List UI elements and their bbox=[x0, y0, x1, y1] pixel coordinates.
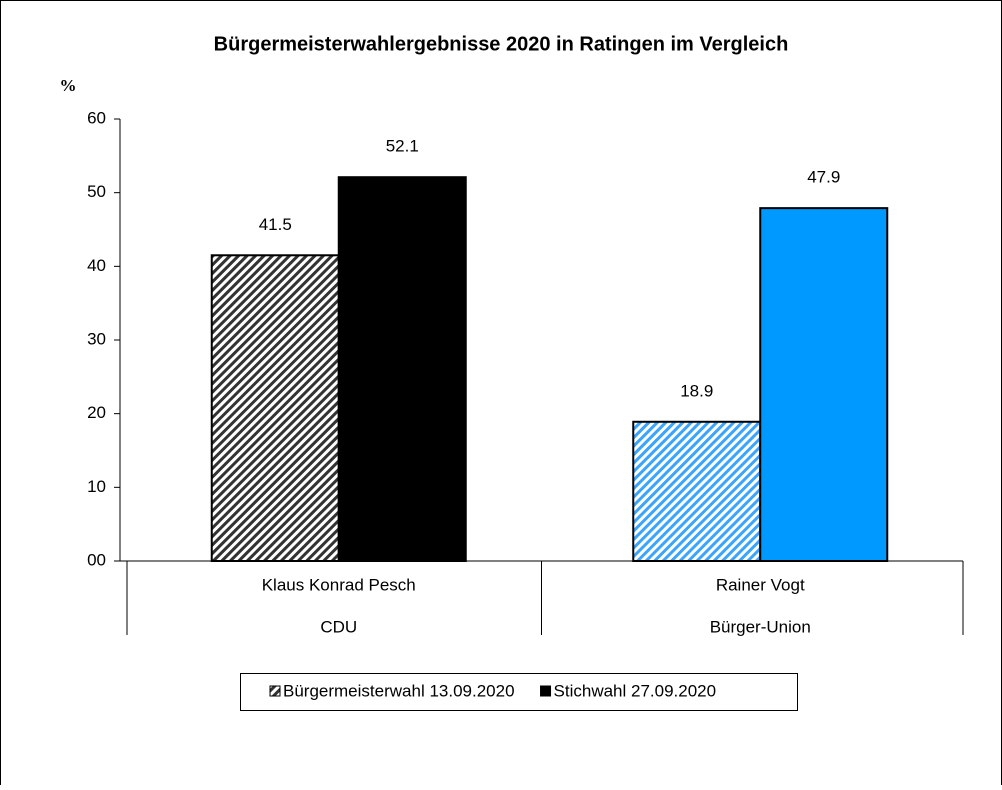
bar bbox=[632, 420, 762, 562]
bar bbox=[210, 254, 340, 563]
data-label: 18.9 bbox=[680, 381, 713, 400]
y-tick-label: 20 bbox=[87, 403, 106, 422]
legend: Bürgermeisterwahl 13.09.2020 Stichwahl 27… bbox=[240, 673, 798, 711]
y-tick-label: 50 bbox=[87, 182, 106, 201]
legend-swatch bbox=[269, 685, 281, 697]
y-axis-label: % bbox=[60, 76, 77, 95]
chart-title: Bürgermeisterwahlergebnisse 2020 in Rati… bbox=[214, 33, 789, 55]
x-tick-label: Bürger-Union bbox=[710, 617, 811, 636]
x-tick-label: Rainer Vogt bbox=[716, 575, 805, 594]
y-tick-label: 10 bbox=[87, 477, 106, 496]
y-tick-label: 00 bbox=[87, 550, 106, 569]
y-tick-label: 60 bbox=[87, 108, 106, 127]
legend-box bbox=[240, 673, 798, 711]
data-label: 41.5 bbox=[259, 215, 292, 234]
bar bbox=[759, 207, 889, 563]
data-label: 47.9 bbox=[807, 168, 840, 187]
x-tick-label: CDU bbox=[320, 617, 357, 636]
y-tick-label: 30 bbox=[87, 329, 106, 348]
legend-swatch bbox=[540, 685, 552, 697]
bar bbox=[337, 176, 467, 563]
legend-label: Stichwahl 27.09.2020 bbox=[554, 681, 717, 700]
y-tick-label: 40 bbox=[87, 256, 106, 275]
legend-label: Bürgermeisterwahl 13.09.2020 bbox=[283, 681, 515, 700]
x-tick-label: Klaus Konrad Pesch bbox=[262, 575, 416, 594]
data-label: 52.1 bbox=[386, 137, 419, 156]
